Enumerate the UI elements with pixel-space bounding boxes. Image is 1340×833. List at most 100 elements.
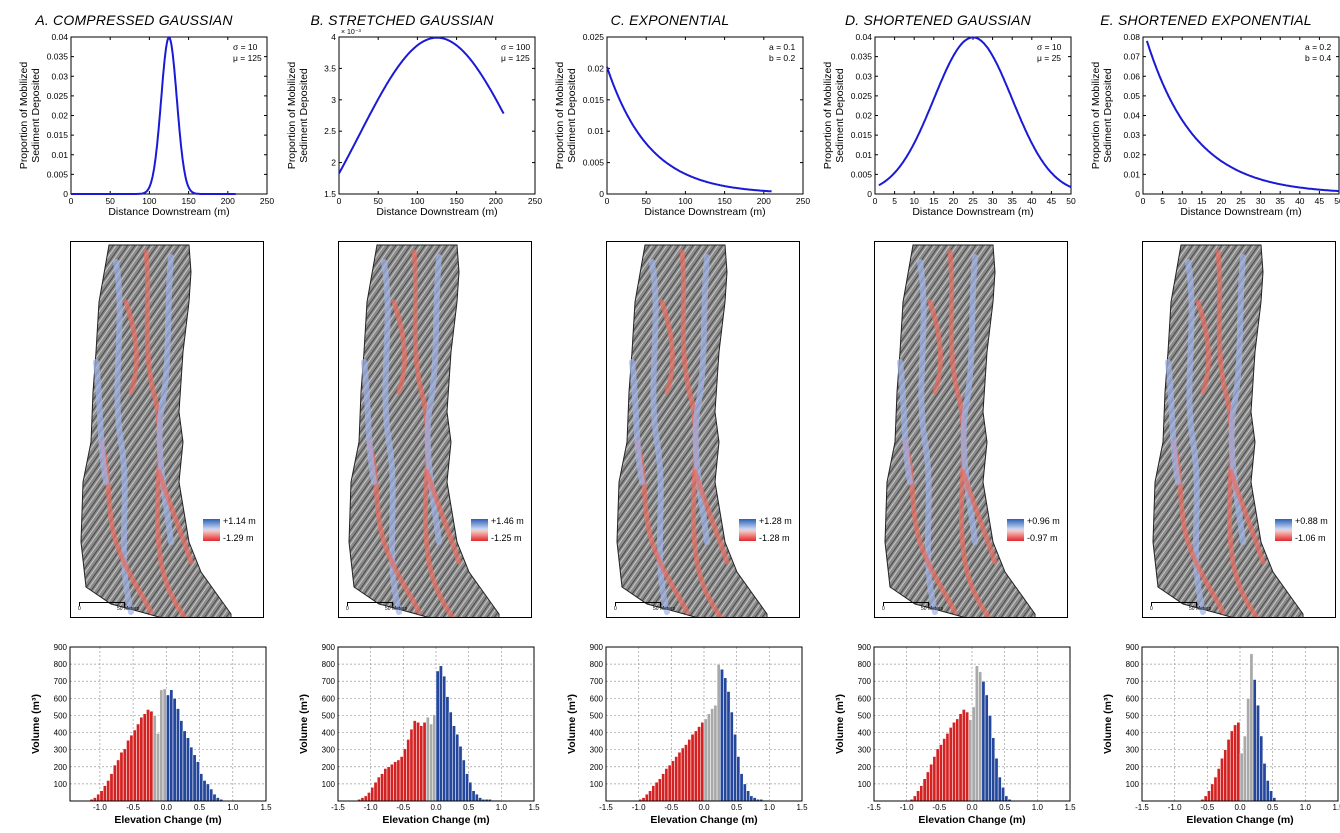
hist-y-tick-label: 200	[858, 763, 872, 772]
scale-bar-zero: 0	[1150, 606, 1153, 612]
histogram-bar	[654, 781, 659, 802]
histogram-bar	[945, 733, 950, 802]
scale-bar-label: 50 Meters	[653, 606, 676, 612]
curve-ylabel-line1: Proportion of Mobilized	[822, 62, 834, 170]
map-legend: +0.96 m -0.97 m	[1007, 516, 1067, 553]
hist-y-tick-label: 600	[322, 694, 336, 703]
curve-xlabel: Distance Downstream (m)	[912, 206, 1033, 218]
histogram-bar	[116, 759, 121, 802]
legend-min-label: -1.06 m	[1295, 533, 1326, 543]
histogram-bar	[1259, 735, 1264, 802]
scale-bar: 0 50 Meters	[78, 600, 159, 614]
erosion-zone	[156, 469, 194, 565]
legend-color-ramp	[203, 519, 220, 541]
histogram-bar	[182, 730, 187, 802]
histogram-bar	[912, 795, 917, 802]
hist-x-tick-label: -0.5	[396, 803, 410, 812]
histogram-bar	[132, 729, 137, 802]
y-tick-label: 0.07	[1123, 52, 1140, 62]
scale-bar: 0 50 Meters	[882, 600, 963, 614]
histogram-bar	[975, 665, 979, 802]
histogram-bar	[935, 748, 940, 802]
hist-xlabel: Elevation Change (m)	[918, 814, 1025, 826]
histogram-bar	[742, 783, 747, 802]
histogram-bar	[710, 708, 715, 802]
y-tick-label: 0.03	[1123, 130, 1140, 140]
curve-plot-frame	[338, 36, 536, 195]
legend-color-ramp	[1007, 519, 1024, 541]
histogram-bar	[425, 716, 430, 802]
histogram-bar	[716, 663, 721, 802]
hist-y-tick-label: 500	[54, 711, 68, 720]
histogram-bar	[658, 778, 662, 802]
histogram-bar	[978, 671, 983, 802]
histogram-bar	[697, 726, 701, 802]
hist-y-tick-label: 100	[322, 780, 336, 789]
hist-y-tick-label: 800	[1126, 660, 1140, 669]
deposition-zone	[1165, 359, 1181, 485]
panel-column-e: E. SHORTENED EXPONENTIAL 0 5 10 15 20 25 30 35 40…	[1072, 0, 1340, 833]
y-tick-label: 0.015	[851, 130, 873, 140]
y-tick-label: 0.08	[1123, 32, 1140, 42]
histogram-bar	[733, 734, 737, 802]
histogram-bar	[752, 797, 757, 802]
panel-title: B. STRETCHED GAUSSIAN	[310, 12, 494, 28]
curve-ylabel-line2: Sediment Deposited	[834, 68, 846, 163]
x-tick-label: 100	[410, 196, 424, 206]
histogram-bar	[1210, 783, 1215, 802]
y-tick-label: 0.01	[855, 150, 872, 160]
scale-bar: 0 50 Meters	[614, 600, 695, 614]
hist-y-tick-label: 200	[322, 763, 336, 772]
histogram-bar	[948, 727, 953, 802]
map-legend: +1.14 m -1.29 m	[203, 516, 263, 553]
hist-x-tick-label: 1.0	[227, 803, 239, 812]
hist-x-tick-label: 1.0	[764, 803, 776, 812]
distribution-curve	[606, 66, 772, 193]
histogram-bar	[109, 773, 114, 802]
histogram-bar	[677, 751, 682, 802]
histogram-bar	[399, 756, 404, 802]
deposition-zone	[692, 254, 710, 545]
histogram-bar	[149, 710, 154, 802]
hist-y-tick-label: 600	[590, 694, 604, 703]
x-tick-label: 10	[909, 196, 919, 206]
hist-ylabel: Volume (m³)	[566, 694, 578, 754]
hist-y-tick-label: 200	[1126, 763, 1140, 772]
hist-y-tick-label: 400	[54, 729, 68, 738]
hist-y-tick-label: 400	[1126, 729, 1140, 738]
histogram-bar	[186, 737, 190, 802]
histogram-bar	[360, 797, 365, 802]
scale-bar-zero: 0	[614, 606, 617, 612]
histogram-bar	[922, 778, 927, 802]
x-tick-label: 0	[337, 196, 342, 206]
histogram-bar	[988, 715, 992, 802]
legend-min-label: -1.25 m	[491, 533, 522, 543]
curve-param-1: σ = 100	[501, 42, 530, 52]
histogram-bar	[409, 728, 414, 802]
y-tick-label: 0.005	[583, 158, 605, 168]
histogram-bar	[370, 787, 375, 802]
hist-x-tick-label: -1.5	[599, 803, 613, 812]
histogram-bar	[723, 677, 728, 802]
histogram-bar	[363, 795, 368, 802]
histogram-bar	[720, 668, 724, 802]
histogram-bar	[439, 665, 443, 802]
x-tick-label: 30	[1256, 196, 1266, 206]
hist-xlabel: Elevation Change (m)	[1186, 814, 1293, 826]
curve-ylabel: Proportion of MobilizedSediment Deposite…	[286, 62, 310, 170]
histogram-bar	[396, 759, 401, 802]
dod-map: +0.96 m -0.97 m 0 50 Meters	[874, 241, 1068, 618]
hist-y-tick-label: 300	[322, 746, 336, 755]
histogram-bar	[383, 768, 388, 802]
histogram-bar	[1229, 730, 1234, 802]
histogram-bar	[166, 694, 170, 802]
elevation-histogram: 100 200 300 400 500 600 700 800 900 -1.5 -1.0 -0.5 0…	[566, 643, 808, 826]
histogram-bar	[955, 718, 960, 802]
hist-x-tick-label: -0.5	[932, 803, 946, 812]
deposition-zone	[424, 254, 442, 545]
histogram-bar	[99, 790, 104, 802]
histogram-bar	[1272, 797, 1277, 802]
erosion-zone	[1195, 299, 1211, 395]
hist-x-tick-label: -0.5	[126, 803, 140, 812]
deposition-zone	[960, 254, 978, 545]
